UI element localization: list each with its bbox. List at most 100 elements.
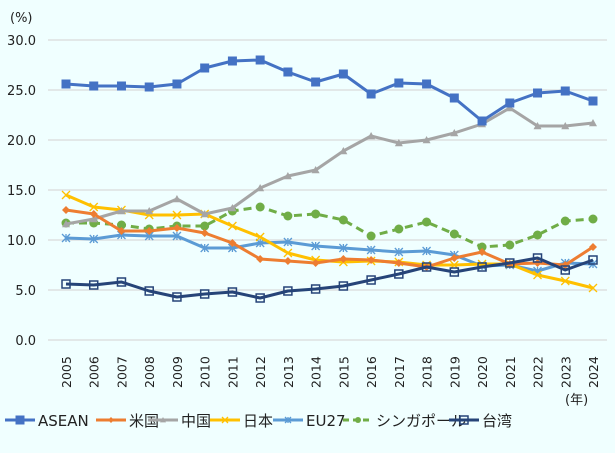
legend-label: 米国 [129, 412, 159, 430]
data-point [339, 255, 348, 263]
x-tick-label: 2012 [253, 356, 268, 388]
data-point [338, 69, 348, 79]
data-point [366, 231, 376, 241]
x-tick-label: 2013 [281, 356, 296, 388]
data-point [116, 81, 126, 91]
legend-item: ASEAN [5, 412, 89, 430]
data-point [394, 224, 404, 234]
x-tick-label: 2016 [364, 356, 379, 388]
data-point [338, 281, 349, 291]
x-tick-label: 2018 [420, 356, 435, 388]
data-point [255, 232, 265, 242]
data-point [228, 204, 237, 212]
data-point [367, 132, 376, 140]
x-tick-label: 2007 [114, 356, 129, 388]
data-point [477, 116, 487, 126]
data-point [311, 259, 320, 267]
data-point [255, 55, 265, 65]
data-point [422, 136, 431, 144]
data-point [227, 221, 237, 231]
data-point [283, 211, 293, 221]
data-point [117, 207, 126, 215]
data-point [311, 77, 321, 87]
data-point [61, 79, 71, 89]
data-point [116, 277, 127, 287]
data-point [338, 215, 348, 225]
series-6 [61, 253, 598, 303]
data-point [394, 247, 404, 257]
series-line [65, 106, 594, 226]
data-point [394, 269, 404, 279]
data-point [283, 286, 293, 296]
y-tick-label: 10.0 [7, 234, 36, 249]
data-point [200, 221, 210, 231]
data-point [227, 56, 237, 66]
y-axis-label: (%) [10, 11, 33, 26]
data-point [477, 262, 487, 272]
data-point [588, 255, 598, 265]
data-point [366, 275, 376, 285]
series-4 [61, 230, 598, 276]
data-point [116, 220, 126, 230]
data-point [560, 276, 570, 286]
data-point [532, 253, 543, 263]
series-line [65, 193, 594, 290]
data-point [108, 417, 114, 423]
x-tick-label: 2020 [475, 356, 490, 388]
x-tick-label: 2024 [586, 356, 601, 388]
x-tick-label: 2014 [309, 356, 324, 388]
data-point [15, 415, 25, 425]
data-point [283, 257, 292, 265]
legend-item: EU27 [273, 412, 346, 430]
data-point [172, 292, 182, 302]
data-point [422, 79, 432, 89]
data-point [144, 82, 154, 92]
data-point [505, 98, 515, 108]
data-point [394, 78, 404, 88]
x-tick-label: 2019 [447, 356, 462, 388]
series-2 [62, 104, 597, 228]
data-point [199, 289, 210, 299]
data-point [560, 216, 570, 226]
data-point [310, 284, 321, 294]
data-point [561, 122, 570, 130]
data-point [339, 147, 348, 155]
data-point [450, 254, 459, 262]
x-tick-label: 2005 [59, 356, 74, 388]
data-point [283, 67, 293, 77]
data-point [589, 243, 597, 251]
data-point [449, 93, 459, 103]
data-point [172, 195, 181, 203]
data-point [145, 207, 154, 215]
data-point [355, 417, 361, 423]
x-tick-label: 2021 [503, 356, 518, 388]
data-point [256, 184, 265, 192]
data-point [505, 258, 515, 268]
data-point [256, 255, 265, 263]
data-point [505, 104, 514, 112]
data-point [450, 129, 459, 137]
legend-label: EU27 [306, 412, 346, 430]
data-point [172, 224, 181, 232]
data-point [255, 202, 265, 212]
x-tick-label: 2009 [170, 356, 185, 388]
y-tick-label: 20.0 [7, 134, 36, 149]
data-point [449, 267, 460, 277]
data-point [311, 209, 321, 219]
data-point [459, 415, 469, 425]
x-tick-label: 2011 [225, 356, 240, 388]
data-point [172, 231, 182, 241]
data-point [88, 280, 99, 290]
x-tick-label: 2006 [87, 356, 102, 388]
data-point [560, 265, 571, 275]
data-point [561, 261, 570, 269]
data-point [89, 210, 98, 218]
data-point [221, 416, 229, 424]
legend-item: 台湾 [449, 412, 512, 430]
data-point [283, 172, 292, 180]
data-point [200, 229, 209, 237]
data-point [366, 89, 376, 99]
y-tick-label: 0.0 [15, 334, 36, 349]
data-point [338, 243, 348, 253]
